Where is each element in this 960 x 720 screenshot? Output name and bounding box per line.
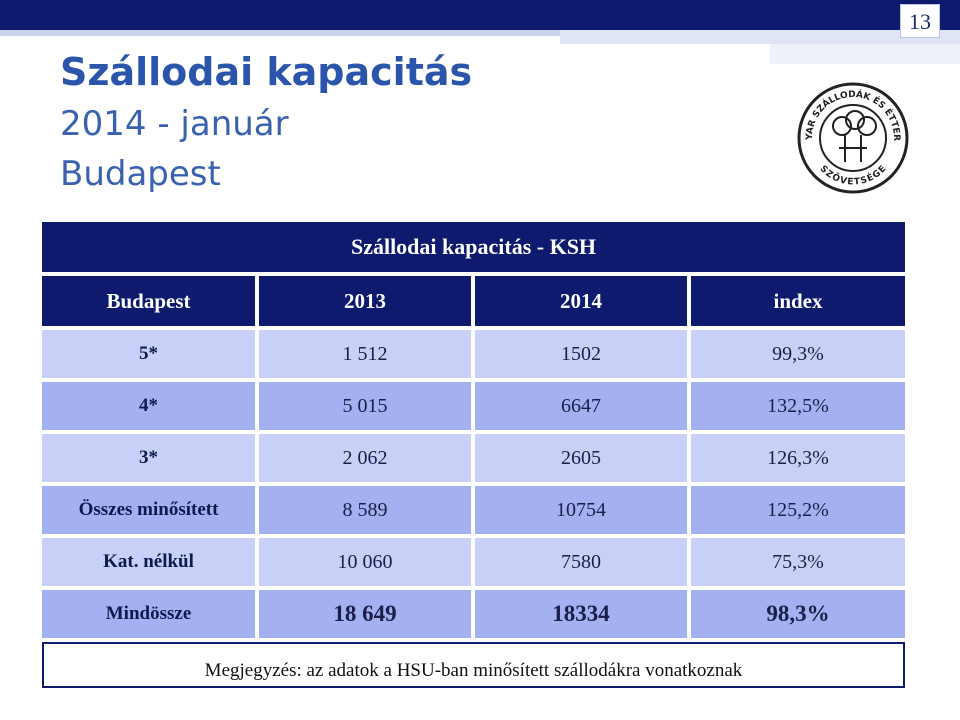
row-label: 3*: [42, 434, 255, 482]
table-cell: 132,5%: [691, 382, 905, 430]
top-bar: [0, 0, 960, 30]
stripe: [770, 44, 960, 64]
table-cell: 10 060: [259, 538, 471, 586]
table-note: Megjegyzés: az adatok a HSU-ban minősíte…: [42, 642, 905, 688]
stripe: [560, 30, 960, 44]
table-cell: 7580: [475, 538, 687, 586]
table-cell: 10754: [475, 486, 687, 534]
city: Budapest: [60, 154, 221, 194]
header-cell: 2013: [259, 276, 471, 326]
table-cell: 125,2%: [691, 486, 905, 534]
table-cell: 98,3%: [691, 590, 905, 638]
subtitle: 2014 - január: [60, 104, 289, 144]
table-cell: 1 512: [259, 330, 471, 378]
table-cell: 18 649: [259, 590, 471, 638]
table-cell: 1502: [475, 330, 687, 378]
table-title: Szállodai kapacitás - KSH: [42, 222, 905, 272]
row-label: 5*: [42, 330, 255, 378]
logo: MAGYAR SZÁLLODÁK ÉS ÉTTERMEK SZÖVETSÉGE: [795, 80, 909, 194]
row-label: Mindössze: [42, 590, 255, 638]
row-label: Összes minősített: [42, 486, 255, 534]
table-cell: 18334: [475, 590, 687, 638]
header-cell: 2014: [475, 276, 687, 326]
table-cell: 99,3%: [691, 330, 905, 378]
title: Szállodai kapacitás: [60, 50, 473, 94]
table-cell: 5 015: [259, 382, 471, 430]
table-cell: 126,3%: [691, 434, 905, 482]
table-cell: 6647: [475, 382, 687, 430]
table-cell: 75,3%: [691, 538, 905, 586]
page-number: 13: [900, 4, 940, 38]
header-cell: index: [691, 276, 905, 326]
table-cell: 8 589: [259, 486, 471, 534]
header-cell: Budapest: [42, 276, 255, 326]
stripe: [0, 30, 560, 36]
row-label: Kat. nélkül: [42, 538, 255, 586]
row-label: 4*: [42, 382, 255, 430]
table-cell: 2605: [475, 434, 687, 482]
table-cell: 2 062: [259, 434, 471, 482]
